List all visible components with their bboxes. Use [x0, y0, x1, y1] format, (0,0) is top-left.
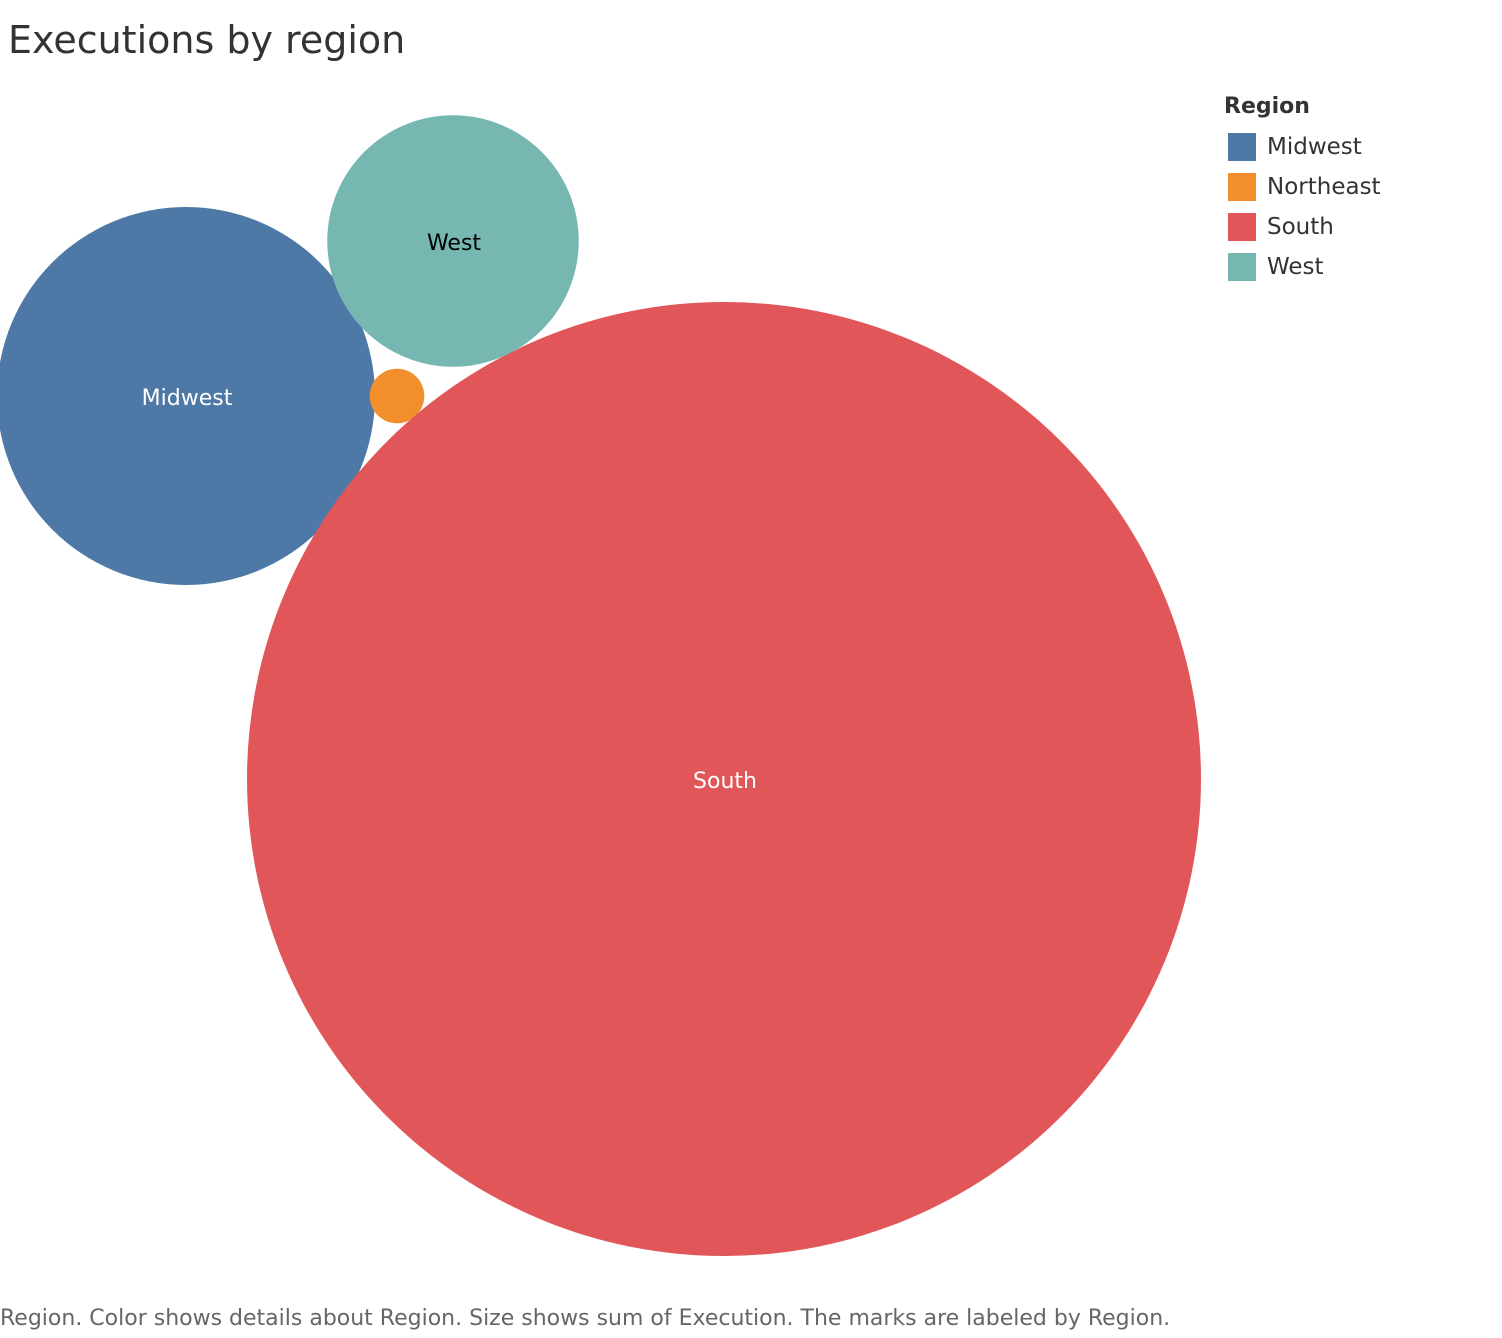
legend-label: Northeast: [1267, 174, 1381, 200]
chart-caption: Region. Color shows details about Region…: [0, 1306, 1171, 1331]
legend: Region Midwest Northeast South West: [1224, 94, 1484, 287]
bubble-label-south: South: [693, 769, 757, 794]
bubble-south[interactable]: [247, 302, 1201, 1256]
bubble-northeast[interactable]: [369, 368, 425, 424]
legend-item-northeast[interactable]: Northeast: [1224, 167, 1484, 207]
chart-title: Executions by region: [8, 18, 406, 62]
bubble-west[interactable]: [327, 115, 579, 367]
legend-swatch: [1228, 213, 1256, 241]
legend-label: West: [1267, 254, 1324, 280]
bubble-group: Midwest South West: [0, 115, 1201, 1256]
legend-swatch: [1228, 253, 1256, 281]
bubble-label-west: West: [427, 231, 481, 256]
bubble-label-midwest: Midwest: [142, 386, 233, 411]
legend-swatch: [1228, 133, 1256, 161]
legend-item-midwest[interactable]: Midwest: [1224, 127, 1484, 167]
legend-label: Midwest: [1267, 134, 1362, 160]
legend-item-south[interactable]: South: [1224, 207, 1484, 247]
legend-label: South: [1267, 214, 1334, 240]
legend-items: Midwest Northeast South West: [1224, 127, 1484, 287]
bubble-midwest[interactable]: [0, 207, 375, 585]
legend-swatch: [1228, 173, 1256, 201]
legend-title: Region: [1224, 94, 1310, 119]
legend-item-west[interactable]: West: [1224, 247, 1484, 287]
